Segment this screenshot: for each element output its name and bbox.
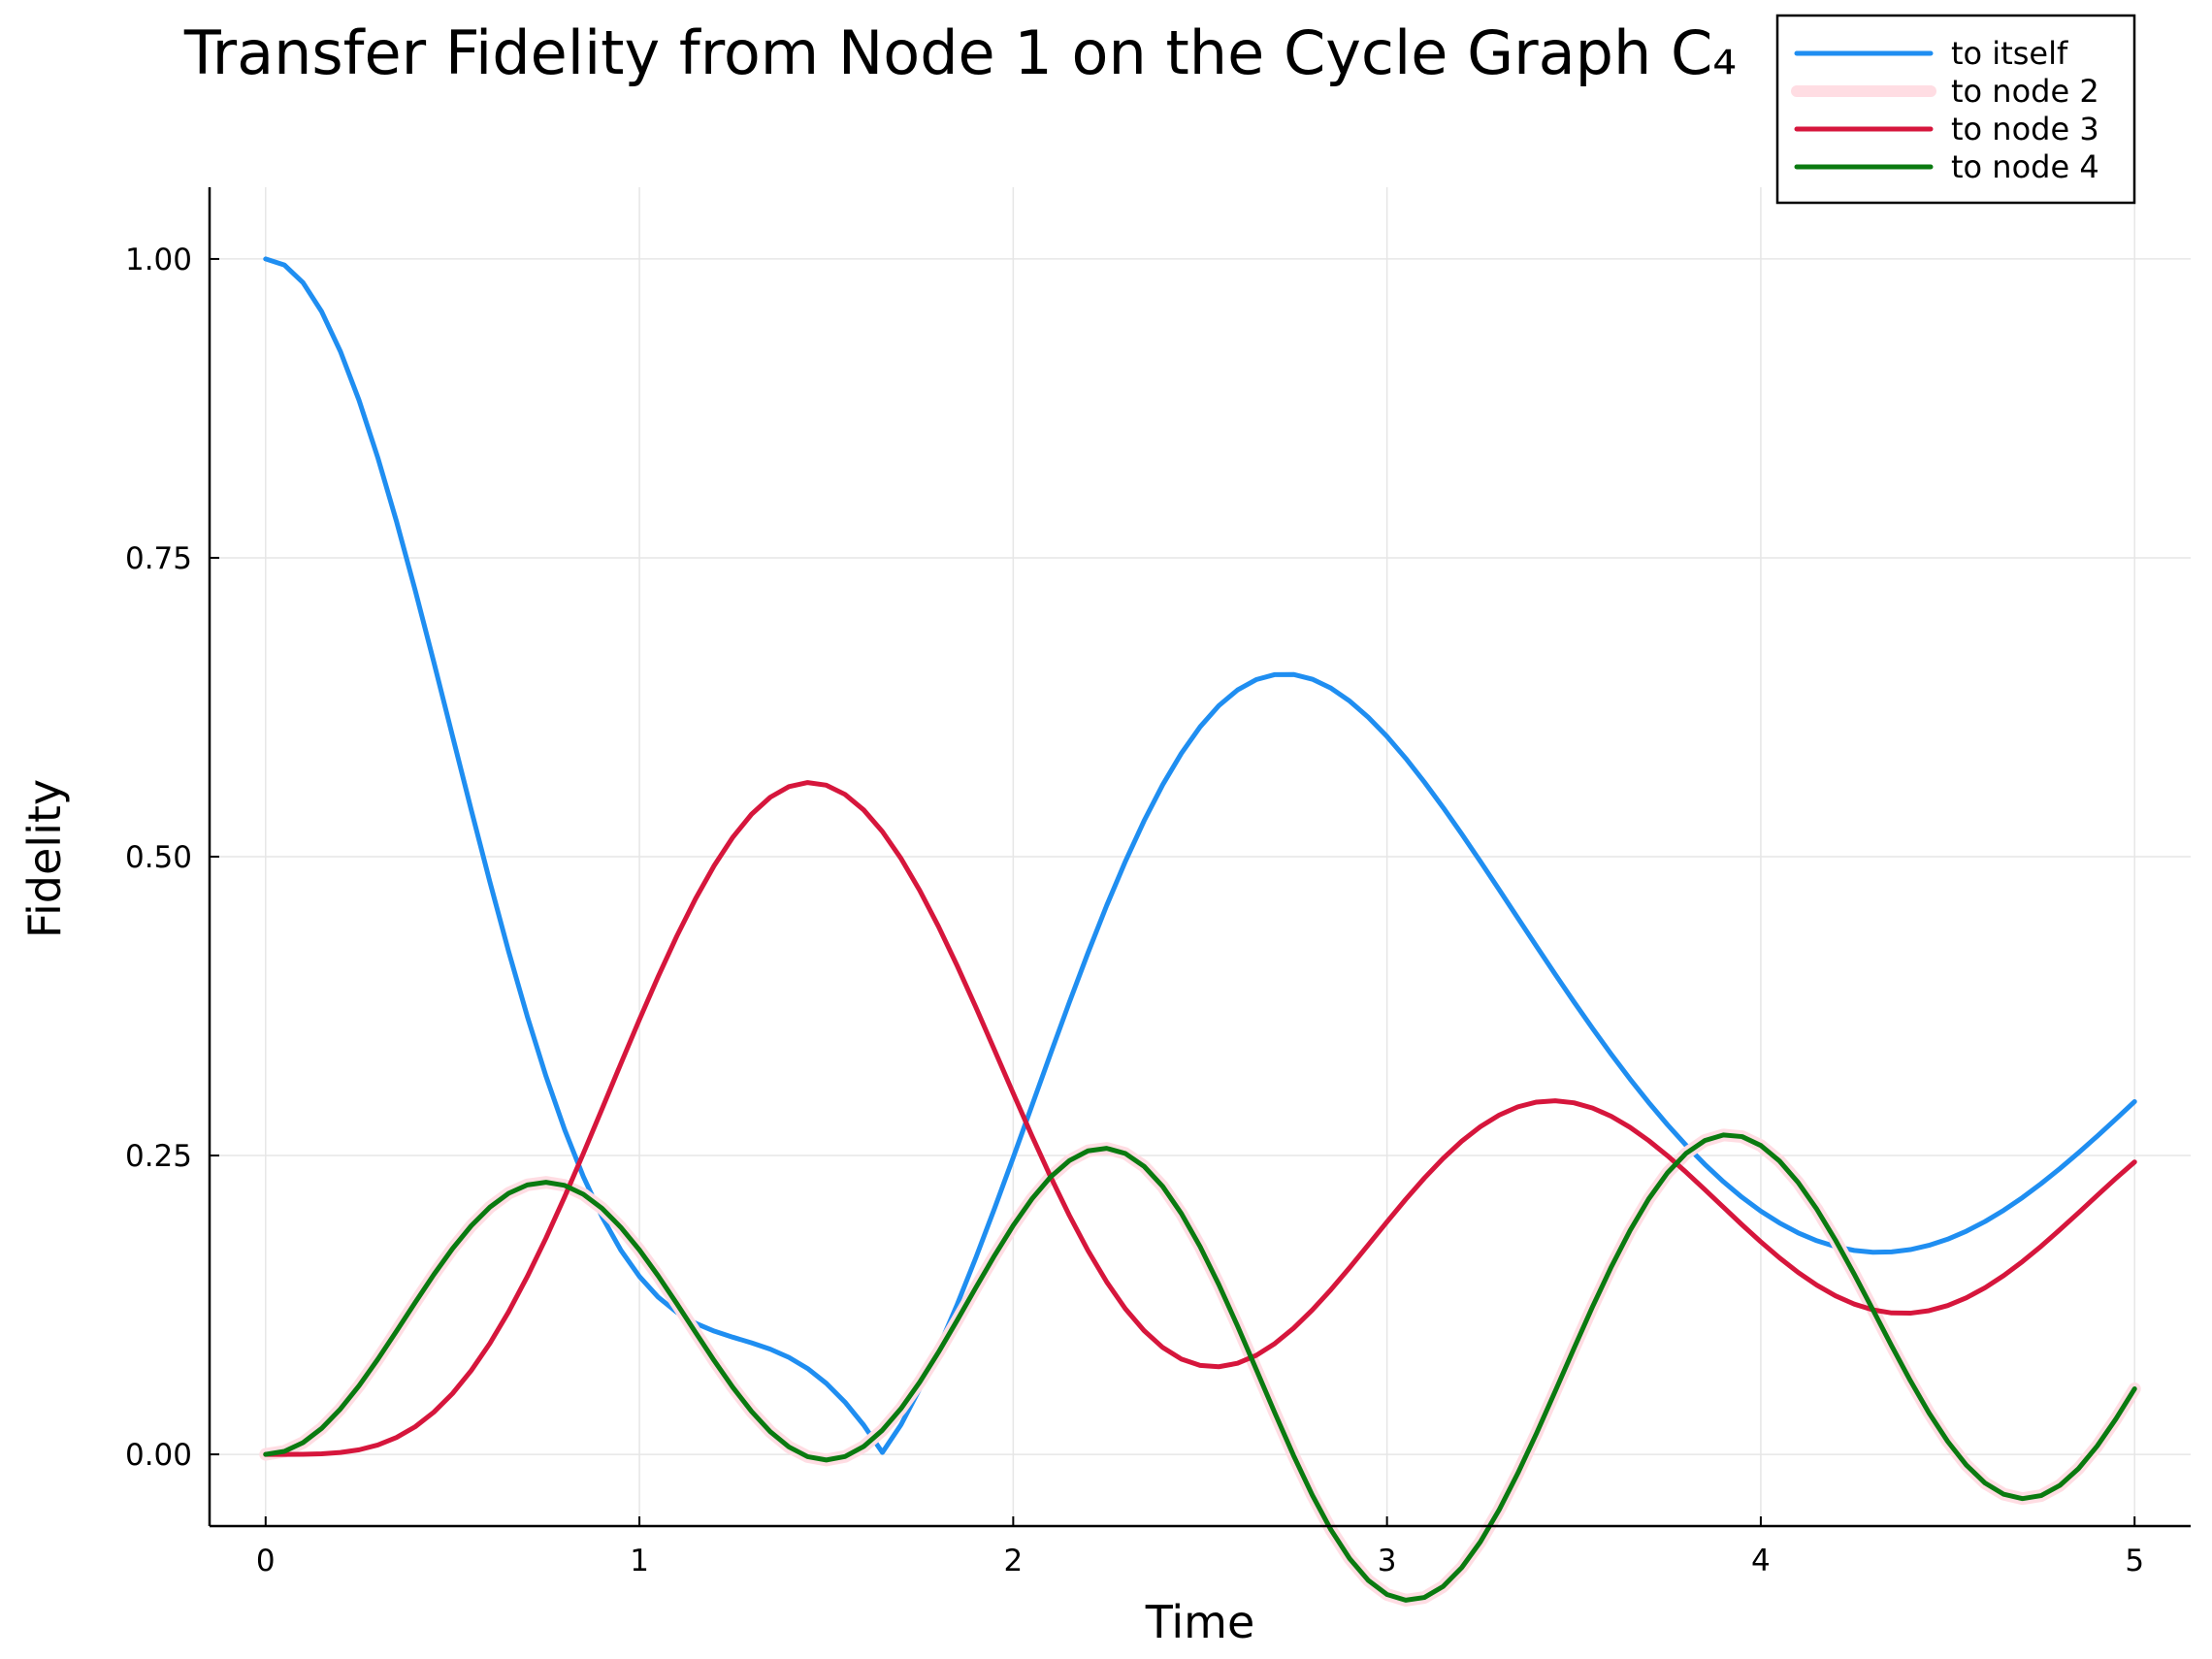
x-tick-label: 3 — [1378, 1544, 1397, 1578]
y-tick-label: 0.00 — [125, 1438, 192, 1473]
grid-lines — [210, 187, 2191, 1526]
x-tick-label: 2 — [1003, 1544, 1023, 1578]
y-tick-label: 0.25 — [125, 1139, 192, 1174]
series-lines — [259, 256, 2141, 1607]
x-tick-label: 5 — [2125, 1544, 2144, 1578]
y-axis-ticks: 0.00 0.25 0.50 0.75 1.00 — [125, 243, 219, 1473]
x-axis-ticks: 0 1 2 3 4 5 — [256, 1516, 2144, 1578]
series-line-to-node-4 — [263, 1132, 2137, 1603]
y-tick-label: 0.50 — [125, 840, 192, 875]
x-tick-label: 1 — [630, 1544, 649, 1578]
legend-label-to-node-4: to node 4 — [1951, 148, 2099, 185]
y-tick-label: 0.75 — [125, 541, 192, 576]
x-tick-label: 0 — [256, 1544, 276, 1578]
legend-label-to-node-3: to node 3 — [1951, 111, 2099, 147]
legend-label-to-node-2: to node 2 — [1951, 73, 2099, 110]
series-line-to-itself — [263, 256, 2137, 1455]
legend-label-to-itself: to itself — [1951, 35, 2068, 72]
chart-title: Transfer Fidelity from Node 1 on the Cyc… — [183, 17, 1737, 88]
y-axis-title: Fidelity — [18, 779, 71, 938]
series-line-to-node-3 — [263, 780, 2137, 1457]
x-axis-title: Time — [1145, 1596, 1255, 1648]
legend-box — [1775, 14, 2136, 205]
x-tick-label: 4 — [1751, 1544, 1771, 1578]
y-tick-label: 1.00 — [125, 243, 192, 277]
